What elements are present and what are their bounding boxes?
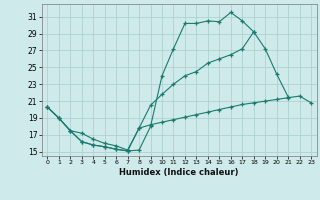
X-axis label: Humidex (Indice chaleur): Humidex (Indice chaleur) <box>119 168 239 177</box>
